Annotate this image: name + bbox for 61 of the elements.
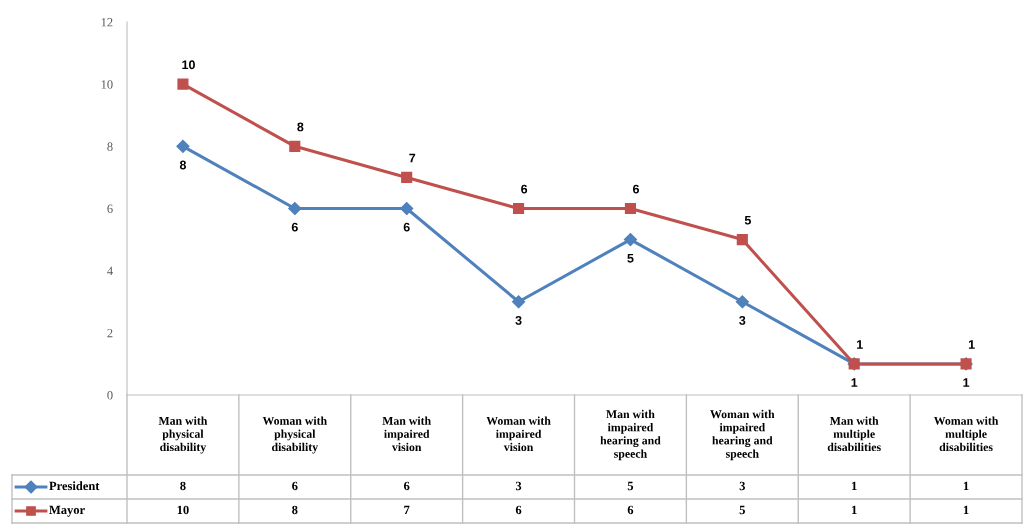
annotation: 8: [297, 122, 304, 132]
y-tick-label: 10: [101, 80, 113, 89]
point: [401, 171, 413, 183]
data-label: 6: [515, 505, 522, 515]
data-label: 7: [404, 505, 410, 515]
y-tick-label: 2: [107, 328, 113, 338]
annotation: 1: [968, 340, 975, 349]
x-tick-label: Woman with impaired vision: [486, 416, 551, 452]
annotation: 6: [521, 184, 528, 194]
data-label: 6: [627, 505, 634, 515]
x-tick-label: Woman with multiple disabilities: [933, 416, 999, 452]
annotation: 10: [182, 60, 195, 70]
point: [288, 201, 302, 216]
legend-label: President: [49, 481, 100, 491]
data-label: 3: [515, 481, 522, 491]
annotation: 1: [857, 340, 863, 349]
data-label: 1: [963, 481, 969, 491]
data-label: 6: [403, 481, 410, 491]
data-label: 6: [292, 481, 298, 491]
data-label: 3: [739, 481, 746, 491]
x-tick-label: Man with physical disability: [158, 416, 208, 454]
data-label: 5: [739, 505, 745, 515]
point: [511, 295, 526, 309]
data-label: 8: [180, 481, 186, 491]
point: [735, 295, 749, 309]
x-tick-label: Man with impaired hearing and speech: [600, 409, 661, 461]
annotation: 7: [409, 153, 416, 163]
point: [177, 78, 189, 90]
annotation: 1: [851, 378, 858, 387]
annotation: 5: [627, 253, 634, 263]
y-tick-label: 12: [101, 18, 113, 27]
legend-label: Mayor: [49, 505, 85, 517]
annotation: 6: [632, 184, 640, 194]
y-tick-label: 6: [107, 204, 113, 213]
data-label: 1: [963, 505, 969, 515]
data-label: 1: [852, 481, 857, 491]
annotation: 3: [515, 315, 522, 325]
y-tick-label: 0: [107, 391, 113, 400]
x-tick-label: Woman with impaired hearing and speech: [710, 409, 775, 461]
x-tick-label: Woman with physical disability: [262, 416, 327, 454]
annotation: 8: [179, 160, 187, 170]
data-label: 5: [627, 481, 634, 491]
annotation: 3: [739, 315, 746, 325]
data-label: 8: [292, 505, 298, 515]
x-tick-label: Man with multiple disabilities: [827, 416, 881, 452]
y-tick-label: 4: [107, 266, 113, 275]
point: [400, 201, 414, 216]
annotation: 6: [291, 222, 298, 232]
y-tick-label: 8: [107, 142, 113, 151]
annotation: 5: [744, 215, 751, 225]
data-label: 10: [177, 505, 189, 515]
point: [513, 202, 525, 215]
point: [736, 234, 748, 246]
point: [624, 202, 636, 215]
point: [289, 140, 301, 152]
point: [176, 139, 190, 153]
point: [623, 232, 638, 247]
annotation: 6: [403, 222, 410, 232]
annotation: 1: [963, 378, 970, 387]
data-label: 1: [852, 505, 857, 515]
x-tick-label: Man with impaired vision: [382, 416, 431, 452]
